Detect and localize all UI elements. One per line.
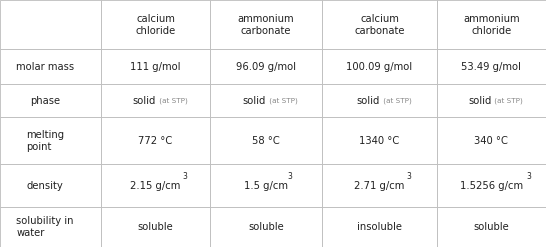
- Bar: [101, 84, 210, 118]
- Text: 3: 3: [183, 172, 187, 181]
- Text: solubility in
water: solubility in water: [16, 216, 74, 238]
- Text: (at STP): (at STP): [157, 98, 187, 104]
- Text: calcium
carbonate: calcium carbonate: [354, 14, 405, 36]
- Text: calcium
chloride: calcium chloride: [135, 14, 176, 36]
- Bar: [101, 118, 210, 164]
- Text: 111 g/mol: 111 g/mol: [130, 62, 181, 72]
- Bar: [322, 164, 437, 207]
- Bar: [210, 207, 322, 247]
- Text: soluble: soluble: [248, 222, 284, 232]
- Bar: [210, 84, 322, 118]
- Text: (at STP): (at STP): [492, 98, 523, 104]
- Bar: [437, 84, 546, 118]
- Bar: [0, 84, 101, 118]
- Text: molar mass: molar mass: [16, 62, 74, 72]
- Text: 2.15 g/cm: 2.15 g/cm: [130, 181, 181, 191]
- Bar: [101, 0, 210, 49]
- Text: 58 °C: 58 °C: [252, 136, 280, 146]
- Bar: [0, 164, 101, 207]
- Text: ammonium
chloride: ammonium chloride: [463, 14, 520, 36]
- Text: soluble: soluble: [473, 222, 509, 232]
- Text: phase: phase: [30, 96, 60, 106]
- Bar: [437, 164, 546, 207]
- Bar: [322, 84, 437, 118]
- Text: insoluble: insoluble: [357, 222, 402, 232]
- Bar: [0, 0, 101, 49]
- Bar: [210, 164, 322, 207]
- Bar: [322, 49, 437, 84]
- Text: (at STP): (at STP): [381, 98, 411, 104]
- Text: solid: solid: [132, 96, 156, 106]
- Text: 772 °C: 772 °C: [139, 136, 173, 146]
- Bar: [101, 164, 210, 207]
- Text: 100.09 g/mol: 100.09 g/mol: [346, 62, 413, 72]
- Bar: [0, 207, 101, 247]
- Bar: [101, 49, 210, 84]
- Bar: [0, 118, 101, 164]
- Text: 340 °C: 340 °C: [474, 136, 508, 146]
- Text: 96.09 g/mol: 96.09 g/mol: [236, 62, 296, 72]
- Bar: [437, 118, 546, 164]
- Text: density: density: [27, 181, 63, 191]
- Text: (at STP): (at STP): [268, 98, 298, 104]
- Text: 53.49 g/mol: 53.49 g/mol: [461, 62, 521, 72]
- Bar: [210, 49, 322, 84]
- Text: soluble: soluble: [138, 222, 174, 232]
- Text: solid: solid: [356, 96, 379, 106]
- Bar: [437, 49, 546, 84]
- Text: 3: 3: [407, 172, 411, 181]
- Bar: [322, 118, 437, 164]
- Text: solid: solid: [468, 96, 491, 106]
- Text: 3: 3: [527, 172, 531, 181]
- Bar: [437, 207, 546, 247]
- Text: 2.71 g/cm: 2.71 g/cm: [354, 181, 405, 191]
- Bar: [210, 118, 322, 164]
- Text: 1340 °C: 1340 °C: [359, 136, 400, 146]
- Bar: [437, 0, 546, 49]
- Bar: [101, 207, 210, 247]
- Text: 1.5 g/cm: 1.5 g/cm: [244, 181, 288, 191]
- Bar: [210, 0, 322, 49]
- Text: 1.5256 g/cm: 1.5256 g/cm: [460, 181, 523, 191]
- Bar: [322, 207, 437, 247]
- Text: ammonium
carbonate: ammonium carbonate: [238, 14, 294, 36]
- Text: 3: 3: [287, 172, 292, 181]
- Bar: [0, 49, 101, 84]
- Bar: [322, 0, 437, 49]
- Text: solid: solid: [243, 96, 266, 106]
- Text: melting
point: melting point: [26, 130, 64, 152]
